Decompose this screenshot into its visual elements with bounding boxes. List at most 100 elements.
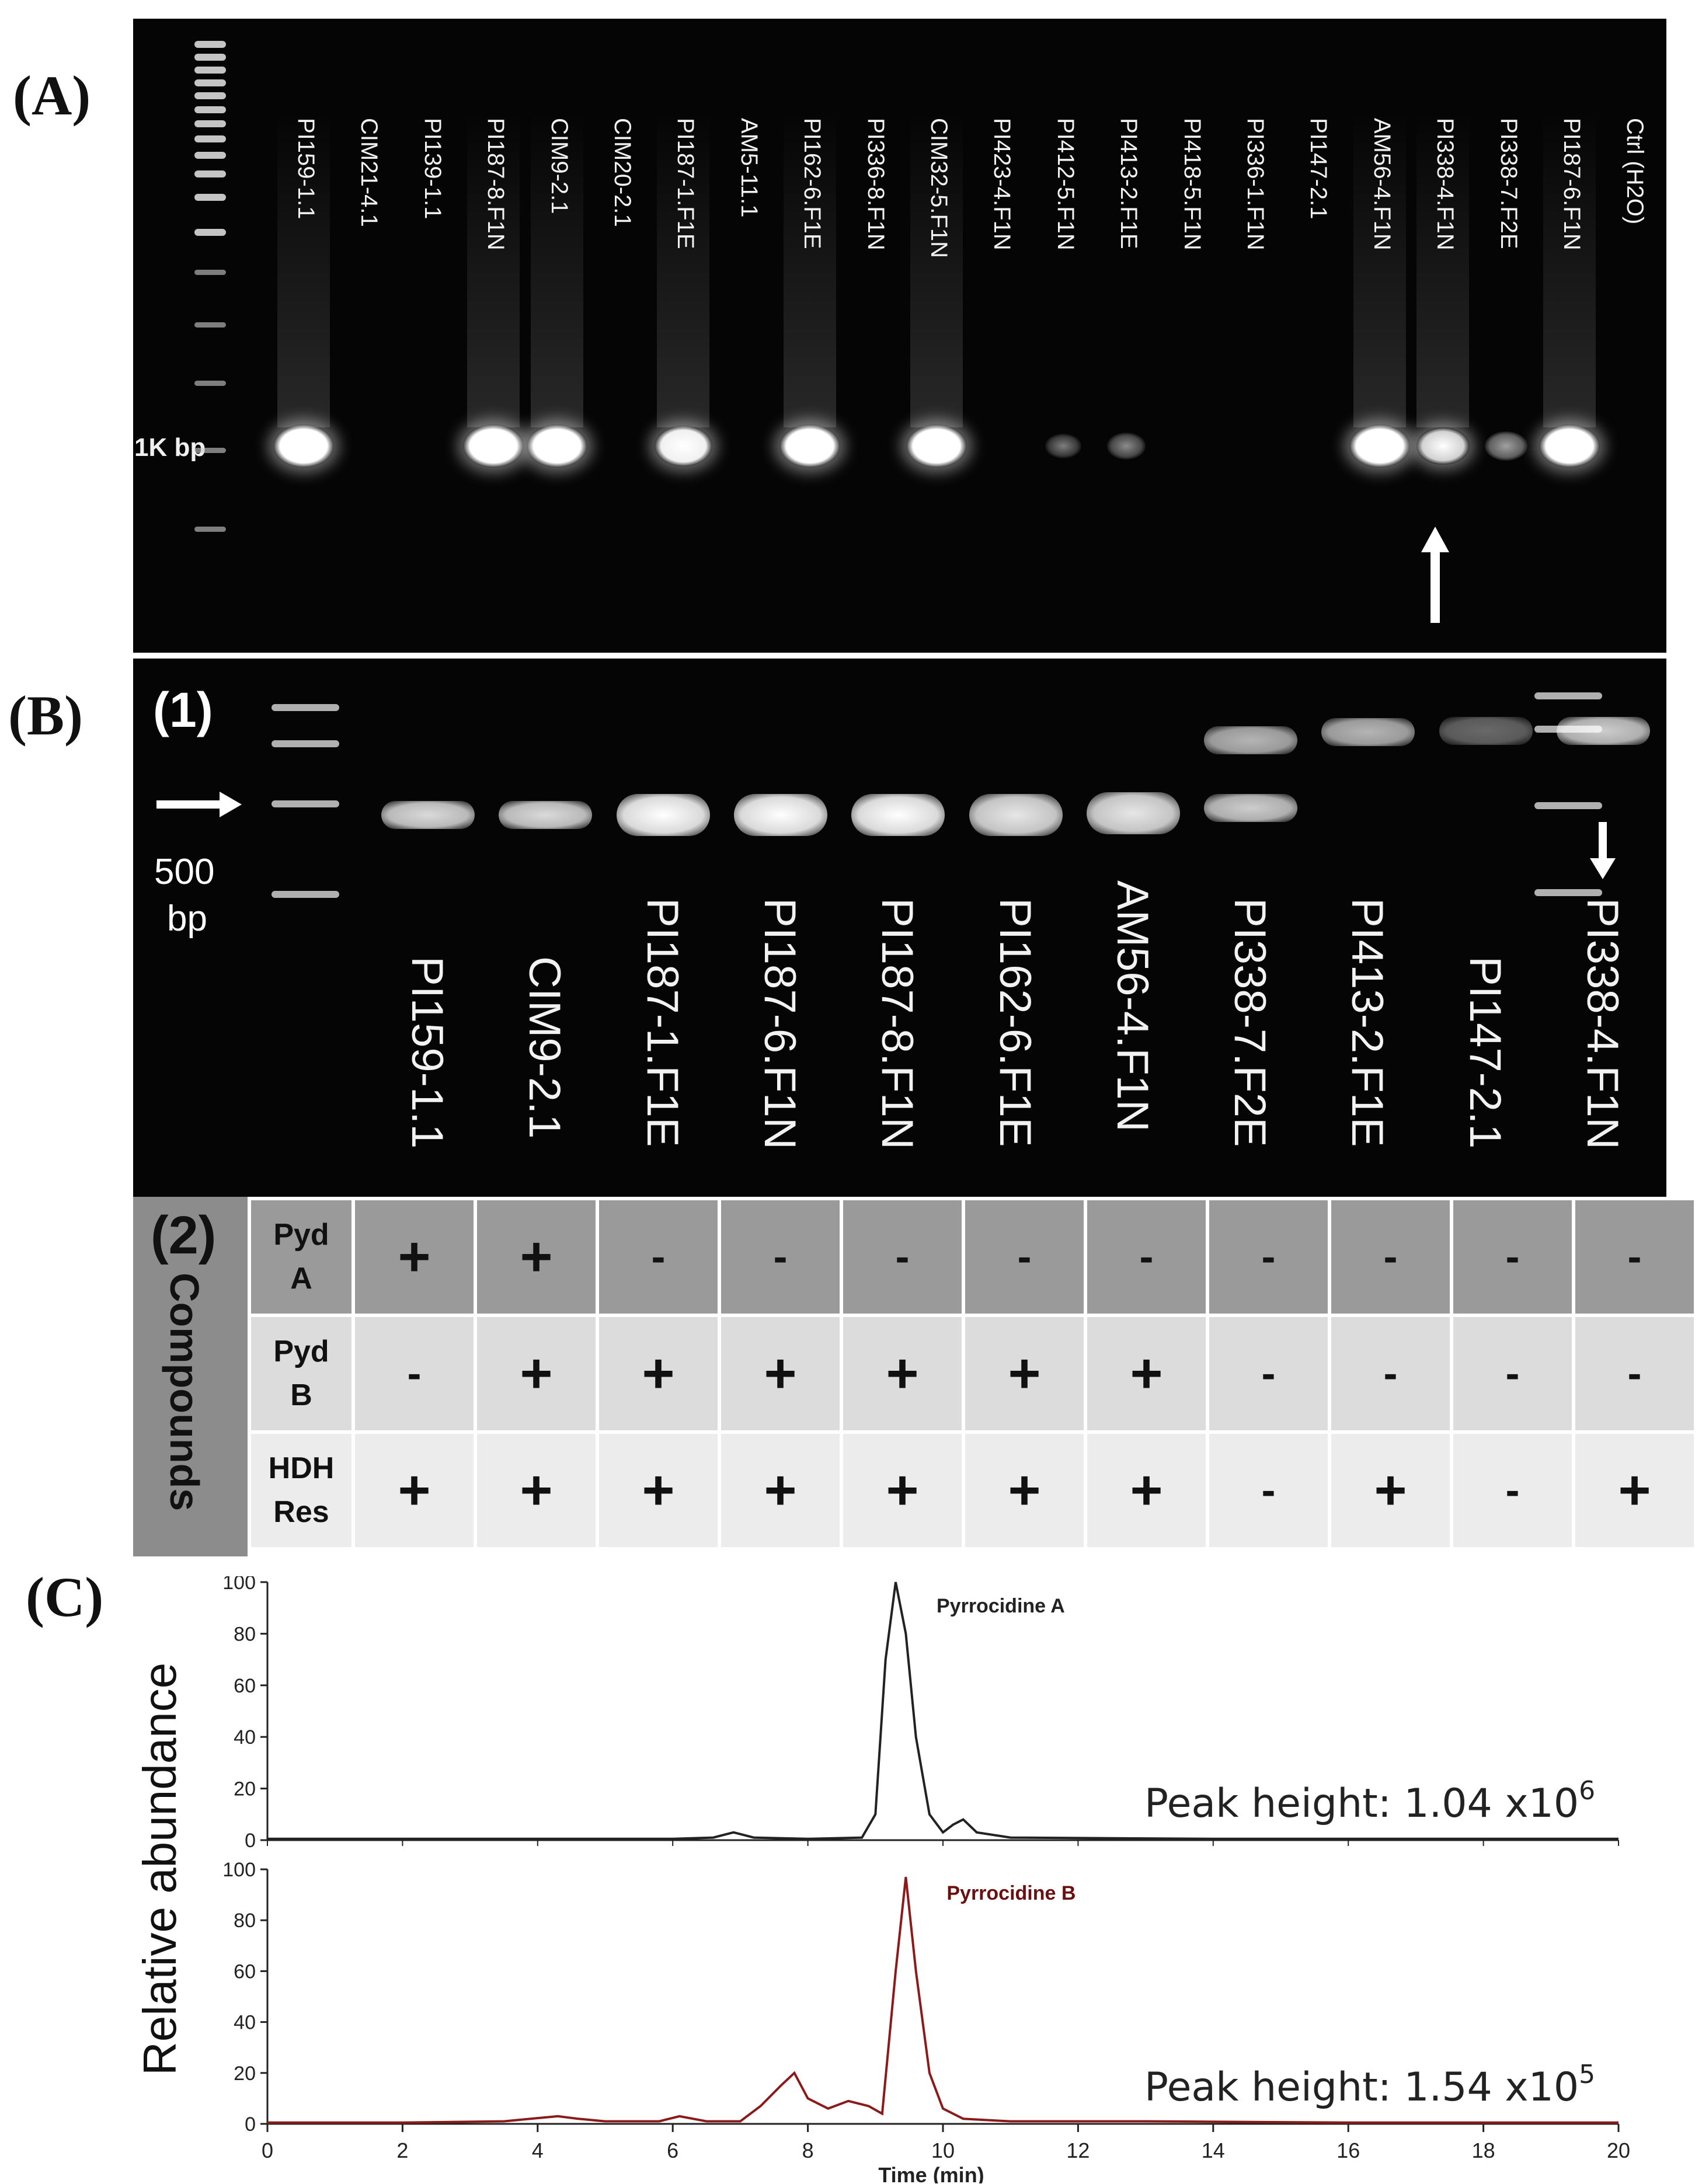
x-axis-label: Time (min) — [878, 2163, 984, 2183]
ladder-band — [194, 106, 226, 113]
ladder-band — [194, 194, 226, 201]
compound-result-cell: + — [962, 1430, 1087, 1551]
x-tick-label: 14 — [1202, 2138, 1225, 2162]
lane-label: CIM9-2.1 — [546, 118, 572, 214]
ladder-band — [272, 800, 339, 807]
compound-result-cell: + — [962, 1314, 1087, 1434]
compound-result-cell: - — [840, 1197, 965, 1317]
compound-result-cell: + — [474, 1430, 599, 1551]
lane-smear — [1416, 112, 1470, 427]
peak-height-exponent: 6 — [1579, 1776, 1595, 1806]
panel-a-label: (A) — [13, 64, 91, 127]
y-tick-label: 0 — [245, 1830, 256, 1852]
compound-result-cell: - — [1328, 1314, 1453, 1434]
gel-band — [381, 801, 475, 829]
panel-b-label: (B) — [8, 684, 83, 747]
ladder-band — [194, 92, 226, 99]
ladder-band — [194, 527, 226, 532]
x-tick-label: 2 — [396, 2138, 408, 2162]
ladder-band — [194, 135, 226, 142]
y-tick-label: 80 — [234, 1623, 256, 1645]
chromatogram-trace — [267, 1582, 1619, 1840]
x-tick-label: 16 — [1336, 2138, 1360, 2162]
compound-result-cell: - — [1206, 1197, 1331, 1317]
ladder-band — [194, 54, 226, 61]
lane-smear — [657, 112, 710, 427]
compound-name-line: Res — [273, 1495, 329, 1529]
peak-height-exponent: 5 — [1579, 2060, 1595, 2089]
compound-row: Pyd B - + + + + + + - - - - — [248, 1314, 1697, 1434]
compound-result-cell: - — [1206, 1430, 1331, 1551]
compound-result-cell: - — [1450, 1430, 1575, 1551]
lane-label: PI338-4.F1N — [1578, 898, 1627, 1150]
compound-result-cell: - — [1206, 1314, 1331, 1434]
lane-label: PI338-7.F2E — [1225, 898, 1275, 1147]
lane-label: PI187-1.F1E — [673, 118, 699, 249]
compound-result-cell: - — [1572, 1197, 1697, 1317]
panel-c-label: (C) — [26, 1566, 104, 1628]
lane-label: PI159-1.1 — [293, 118, 319, 220]
compound-result-cell: + — [1084, 1430, 1209, 1551]
compound-result-cell: + — [351, 1197, 477, 1317]
gel-band — [1204, 794, 1298, 822]
x-tick-label: 18 — [1472, 2138, 1495, 2162]
y-tick-label: 80 — [234, 1910, 256, 1932]
peak-height-annotation: Peak height: 1.04 x106 — [1144, 1776, 1595, 1827]
lane-label: PI336-8.F1N — [862, 118, 889, 250]
compound-result-cell: + — [1328, 1430, 1453, 1551]
ladder-band — [1534, 802, 1602, 809]
lane-smear — [530, 112, 583, 427]
ladder-band — [194, 381, 226, 386]
compound-result-cell: + — [596, 1430, 721, 1551]
marker-value: 500 — [154, 852, 215, 892]
gel-band — [499, 801, 593, 829]
lane-label: PI187-1.F1E — [637, 898, 687, 1147]
arrow-right-icon — [156, 792, 242, 817]
compound-name: HDH Res — [248, 1430, 355, 1551]
lane-label: PI187-8.F1N — [483, 118, 509, 250]
ladder-band — [194, 322, 226, 328]
y-tick-label: 40 — [234, 1726, 256, 1748]
peak-height-annotation: Peak height: 1.54 x105 — [1144, 2060, 1595, 2110]
compound-result-cell: - — [1450, 1314, 1575, 1434]
compound-result-cell: + — [474, 1197, 599, 1317]
gel-band — [851, 794, 945, 836]
lane-label: PI187-8.F1N — [872, 898, 923, 1150]
ladder-band — [194, 229, 226, 236]
lane-label: PI338-4.F1N — [1432, 118, 1459, 250]
ladder-band — [272, 740, 339, 747]
x-tick-label: 4 — [532, 2138, 544, 2162]
compound-result-cell: - — [718, 1197, 843, 1317]
gel-band — [1349, 424, 1410, 468]
panel-divider — [133, 653, 1666, 659]
gel-band — [1086, 792, 1180, 834]
lane-label: PI187-6.F1N — [1559, 118, 1585, 250]
compound-result-cell: - — [1084, 1197, 1209, 1317]
gel-band — [1045, 434, 1081, 458]
ladder-band — [194, 270, 226, 275]
compound-result-cell: - — [1572, 1314, 1697, 1434]
lane-label: CIM20-2.1 — [610, 118, 635, 227]
lane-label: PI159-1.1 — [402, 956, 452, 1149]
x-tick-label: 8 — [802, 2138, 814, 2162]
gel-band — [463, 424, 524, 468]
peak-title: Pyrrocidine A — [937, 1595, 1065, 1617]
compound-result-cell: + — [840, 1314, 965, 1434]
ladder-band — [1534, 692, 1602, 699]
lane-label: PI147-2.1 — [1460, 956, 1510, 1149]
gel-band — [616, 794, 710, 836]
arrow-down-icon — [1590, 822, 1616, 879]
lane-label: CIM9-2.1 — [520, 956, 570, 1139]
y-tick-label: 0 — [245, 2113, 256, 2136]
ladder-band — [194, 170, 226, 177]
compound-result-cell: + — [1572, 1430, 1697, 1551]
y-tick-label: 60 — [234, 1960, 256, 1983]
compound-name-line: B — [290, 1378, 312, 1412]
compounds-sidebar — [133, 1197, 248, 1556]
compounds-title: Compounds — [162, 1273, 207, 1511]
ladder-band — [194, 79, 226, 86]
lane-label: PI187-6.F1N — [754, 898, 805, 1150]
y-tick-label: 20 — [234, 2063, 256, 2085]
lane-smear — [277, 112, 330, 427]
compound-result-cell: + — [718, 1430, 843, 1551]
